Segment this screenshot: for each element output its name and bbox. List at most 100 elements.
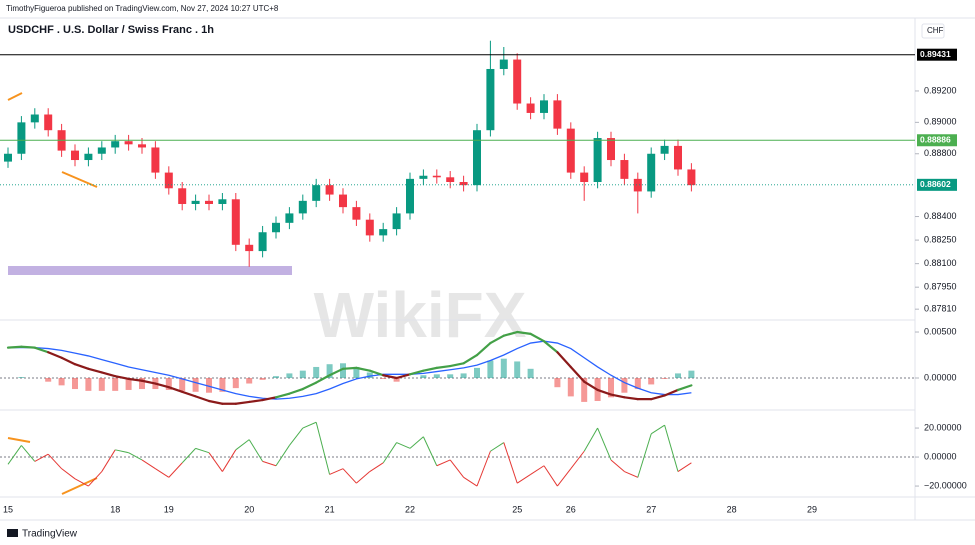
candle-body	[245, 244, 254, 252]
candle-body	[499, 59, 508, 69]
macd-segment	[167, 386, 184, 393]
histogram-bar	[648, 378, 655, 385]
candle-body	[459, 182, 468, 186]
candle-body	[553, 100, 562, 129]
histogram-bar	[554, 378, 561, 388]
histogram-bar	[380, 378, 387, 379]
macd-segment	[261, 396, 278, 402]
candle-body	[432, 175, 441, 178]
candle-body	[124, 141, 133, 145]
macd-segment	[288, 387, 304, 395]
plot-area	[0, 40, 915, 487]
logo-icon	[7, 529, 18, 537]
macd-segment	[609, 393, 626, 399]
oscillator-segment	[369, 462, 384, 472]
oscillator-segment	[610, 459, 625, 472]
histogram-bar	[98, 378, 105, 391]
chart-title: USDCHF . U.S. Dollar / Swiss Franc . 1h	[8, 24, 214, 36]
oscillator-segment	[516, 474, 531, 484]
candle-body	[111, 141, 120, 148]
y-tick-label: 20.00000	[924, 422, 962, 432]
oscillator-segment	[409, 436, 424, 449]
price-label-box	[917, 48, 957, 61]
candle-body	[365, 219, 374, 236]
oscillator-segment	[624, 471, 638, 478]
macd-segment	[140, 379, 157, 385]
oscillator-segment	[168, 462, 183, 478]
price-label: 0.88602	[920, 179, 951, 189]
histogram-bar	[474, 367, 480, 378]
candle-body	[566, 128, 575, 173]
macd-segment	[87, 367, 103, 374]
oscillator-segment	[128, 452, 143, 461]
oscillator-segment	[235, 439, 250, 451]
candle-body	[406, 178, 414, 214]
candle-body	[84, 153, 93, 161]
histogram-bar	[608, 378, 614, 398]
oscillator-segment	[289, 427, 304, 446]
histogram-bar	[45, 378, 52, 382]
histogram-bar	[72, 378, 78, 390]
x-tick-label: 22	[405, 504, 415, 514]
oscillator-segment	[329, 468, 344, 475]
candle-body	[285, 213, 294, 223]
candle-body	[30, 114, 39, 123]
macd-segment	[194, 395, 211, 403]
publisher-line: TimothyFigueroa published on TradingView…	[6, 4, 279, 13]
histogram-bar	[219, 378, 226, 392]
candle-body	[352, 207, 361, 220]
oscillator-segment	[275, 445, 290, 467]
oscillator-segment	[61, 468, 76, 480]
macd-segment	[248, 398, 264, 404]
histogram-bar	[246, 378, 253, 384]
macd-segment	[516, 330, 532, 335]
macd-segment	[542, 340, 559, 354]
candle-body	[540, 100, 548, 113]
macd-segment	[502, 330, 519, 337]
macd-segment	[623, 396, 639, 401]
histogram-bar	[179, 378, 186, 391]
macd-segment	[154, 382, 170, 389]
macd-segment	[47, 351, 63, 359]
macd-segment	[127, 377, 144, 382]
candle-body	[486, 68, 495, 131]
y-tick-label: 0.88100	[924, 258, 957, 268]
currency-box	[921, 23, 945, 39]
currency: CHF	[927, 26, 944, 35]
y-tick-label: 0.00000	[924, 372, 957, 382]
candle-body	[71, 150, 79, 161]
candle-body	[17, 122, 26, 154]
candle-body	[419, 175, 428, 179]
histogram-bar	[366, 372, 373, 378]
macd-segment	[368, 369, 385, 377]
oscillator-segment	[262, 460, 277, 467]
macd-segment	[435, 364, 452, 369]
oscillator-segment	[181, 448, 196, 464]
candle-body	[44, 114, 53, 131]
y-tick-label: −20.00000	[924, 480, 967, 490]
oscillator-segment	[503, 442, 518, 484]
oscillator-segment	[463, 476, 478, 487]
candle-body	[178, 188, 187, 204]
histogram-bar	[688, 370, 695, 378]
candle-body	[674, 145, 682, 170]
y-tick-label: 0.89000	[924, 117, 957, 127]
histogram-bar	[18, 377, 25, 378]
histogram-bar	[675, 373, 681, 378]
macd-segment	[100, 371, 117, 378]
candle-body	[272, 222, 280, 233]
candle-body	[633, 178, 642, 192]
y-tick-label: 0.87950	[924, 282, 957, 292]
macd-segment	[73, 363, 90, 370]
candle-body	[446, 177, 455, 183]
candle-body	[151, 147, 160, 173]
candle-body	[620, 160, 629, 179]
histogram-bar	[273, 376, 279, 378]
histogram-bar	[299, 370, 306, 378]
candle-body	[325, 185, 334, 195]
macd-segment	[355, 366, 371, 372]
oscillator-segment	[570, 450, 585, 469]
oscillator-segment	[208, 452, 223, 472]
histogram-bar	[58, 378, 65, 386]
